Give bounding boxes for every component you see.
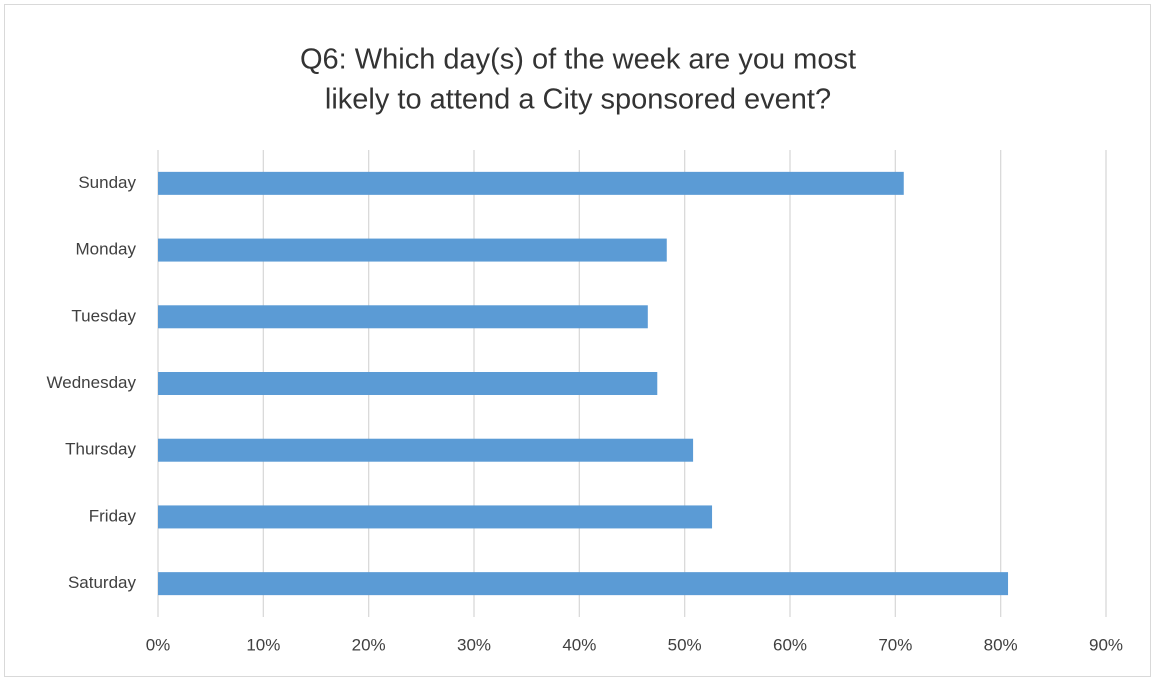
y-tick-label: Thursday (65, 440, 136, 459)
y-tick-label: Sunday (78, 173, 136, 192)
y-tick-label: Saturday (68, 573, 137, 592)
bar (158, 372, 658, 395)
bar (158, 438, 694, 462)
x-tick-label: 50% (668, 635, 702, 654)
y-tick-label: Monday (76, 240, 137, 259)
x-tick-label: 70% (878, 635, 912, 654)
bar (158, 238, 667, 262)
x-tick-label: 0% (146, 635, 171, 654)
y-tick-label: Wednesday (47, 373, 137, 392)
y-tick-label: Tuesday (71, 306, 136, 325)
x-tick-label: 40% (562, 635, 596, 654)
bar (158, 171, 904, 195)
y-tick-label: Friday (89, 506, 137, 525)
x-tick-label: 90% (1089, 635, 1123, 654)
x-tick-label: 20% (352, 635, 386, 654)
bar (158, 505, 713, 529)
chart-border (4, 4, 1151, 677)
bar (158, 305, 648, 329)
x-tick-label: 10% (246, 635, 280, 654)
x-tick-label: 80% (984, 635, 1018, 654)
chart-title: Q6: Which day(s) of the week are you mos… (300, 44, 856, 76)
bar (158, 572, 1009, 596)
x-tick-label: 30% (457, 635, 491, 654)
x-tick-label: 60% (773, 635, 807, 654)
chart-title: likely to attend a City sponsored event? (325, 84, 831, 116)
